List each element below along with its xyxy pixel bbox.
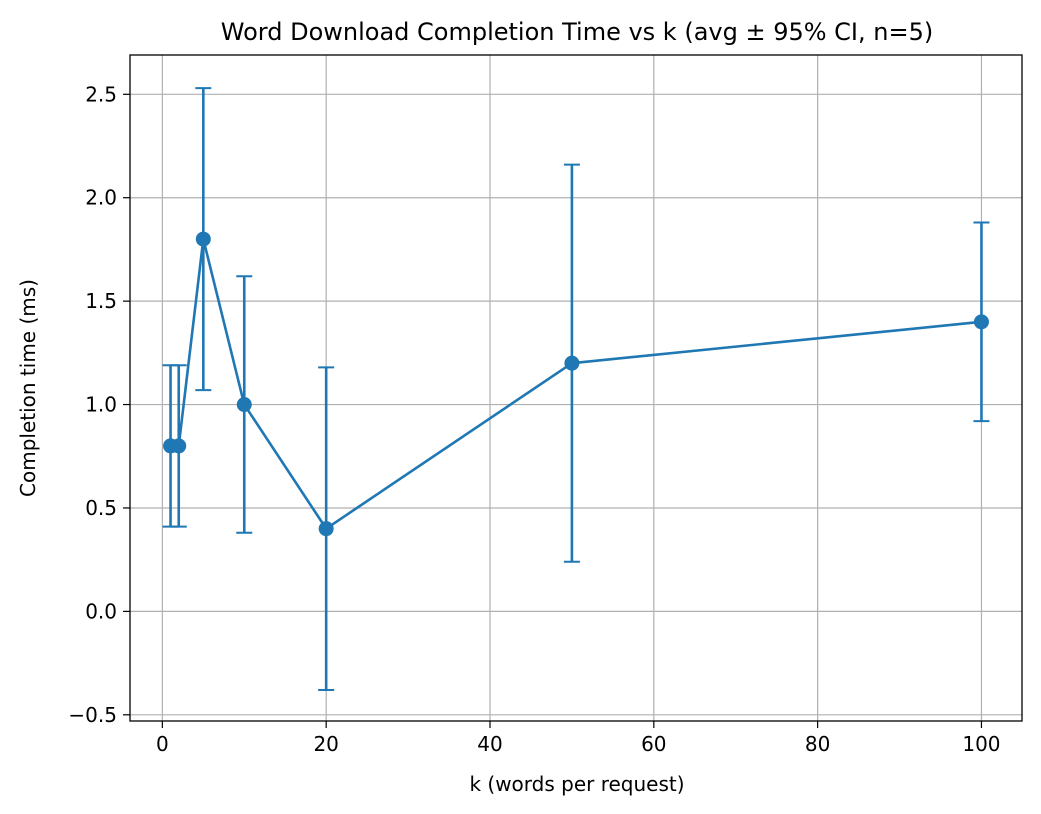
y-tick-label: 1.0 bbox=[85, 393, 117, 417]
x-tick-label: 100 bbox=[962, 732, 1000, 756]
y-tick-label: 2.5 bbox=[85, 82, 117, 106]
data-point bbox=[564, 355, 580, 371]
plot-frame bbox=[129, 54, 1023, 722]
data-point bbox=[171, 438, 187, 454]
x-tick-label: 40 bbox=[477, 732, 502, 756]
data-point bbox=[973, 314, 989, 330]
x-tick-label: 20 bbox=[313, 732, 338, 756]
y-tick-label: 0.5 bbox=[85, 496, 117, 520]
data-point bbox=[195, 231, 211, 247]
x-tick-label: 0 bbox=[156, 732, 169, 756]
data-points bbox=[163, 231, 989, 537]
y-tick-label: 0.0 bbox=[85, 599, 117, 623]
data-point bbox=[236, 397, 252, 413]
x-tick-label: 60 bbox=[641, 732, 666, 756]
x-tick-label: 80 bbox=[805, 732, 830, 756]
y-tick-label: −0.5 bbox=[68, 703, 117, 727]
y-tick-label: 1.5 bbox=[85, 289, 117, 313]
data-point bbox=[318, 521, 334, 537]
chart-title: Word Download Completion Time vs k (avg … bbox=[221, 18, 933, 46]
x-axis-label: k (words per request) bbox=[469, 772, 684, 796]
y-tick-label: 2.0 bbox=[85, 186, 117, 210]
axes: 0 20 40 60 80 100 −0.5 0.0 0.5 1.0 1.5 2.0 2.5 bbox=[68, 54, 1023, 756]
y-axis-label: Completion time (ms) bbox=[16, 279, 40, 497]
